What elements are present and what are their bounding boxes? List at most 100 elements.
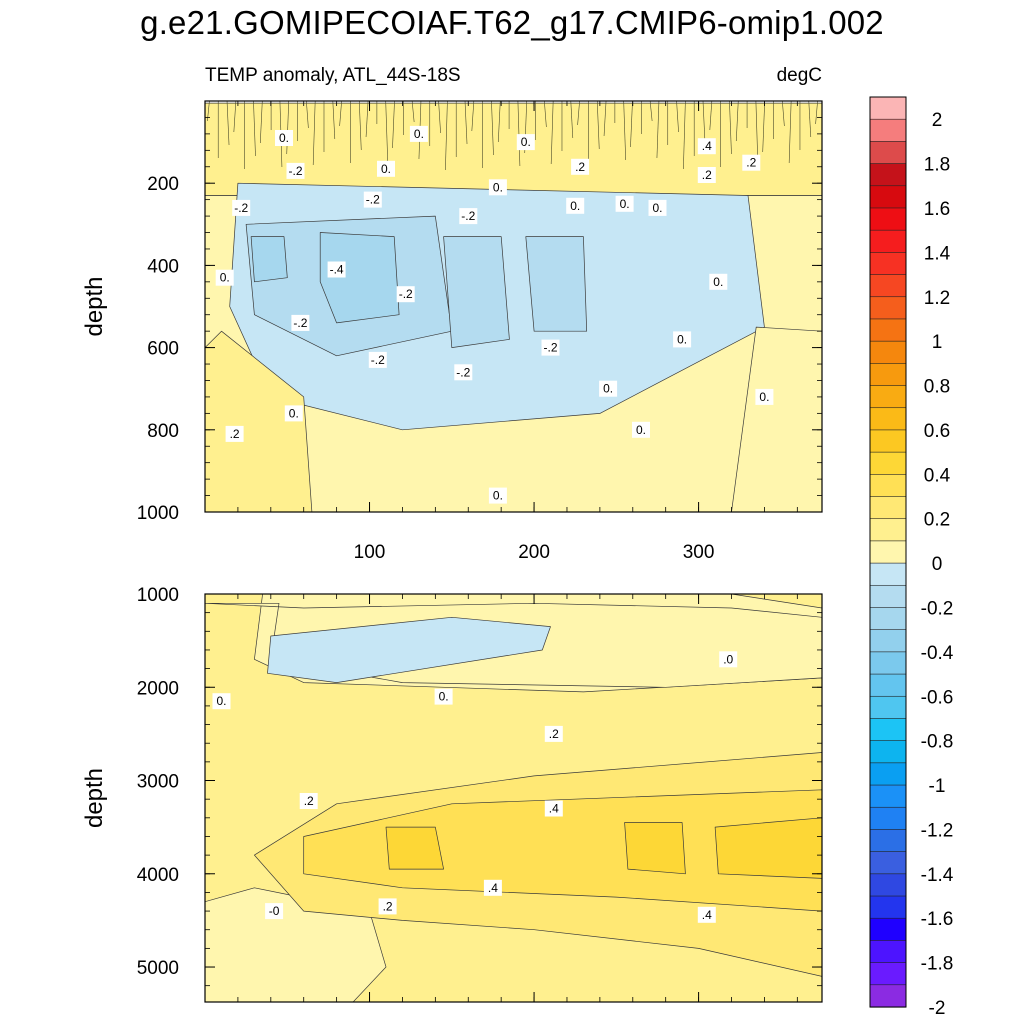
surface-contour — [808, 101, 812, 138]
colorbar-swatch — [869, 806, 907, 831]
y-tick-label: 1000 — [137, 503, 179, 524]
colorbar-swatch — [869, 762, 907, 786]
contour-label-box — [215, 269, 234, 286]
contour-label-box — [697, 138, 716, 155]
colorbar-tick-label: 1.2 — [924, 288, 950, 309]
colorbar-swatch — [869, 163, 907, 187]
x-tick-label: 100 — [354, 542, 386, 563]
contour-label-box — [378, 898, 397, 915]
colorbar-tick-label: 1.6 — [924, 199, 950, 220]
contour-region — [731, 326, 822, 512]
contour-label-box — [488, 179, 507, 196]
surface-contour — [491, 101, 494, 156]
contour-label: .2 — [299, 793, 318, 809]
panel-upper: 0. 0. .4 .2 0. -.2 0. .2 .2 0. -.2 -.2 -.2 0. 0. 0. -.4 0… — [81, 100, 823, 563]
surface-contour — [623, 101, 626, 161]
contour-label-text: 0. — [279, 131, 289, 145]
contour-label-box — [755, 388, 774, 405]
variable-label: TEMP anomaly, ATL_44S-18S — [205, 65, 461, 86]
contour-label-box — [541, 339, 560, 356]
surface-contour — [788, 101, 792, 164]
contour-region — [714, 817, 822, 879]
contour-label: .4 — [697, 138, 716, 155]
colorbar-swatch — [869, 407, 907, 431]
contour-label-box — [615, 195, 634, 212]
colorbar-swatch — [869, 673, 907, 697]
colorbar-swatch — [869, 429, 907, 453]
contour-label-box — [697, 167, 716, 183]
colorbar-tick-label: 0.4 — [924, 465, 951, 486]
contour-label-text: 0. — [381, 162, 391, 176]
contour-label: .4 — [483, 879, 502, 896]
contour-label-text: .2 — [575, 160, 585, 174]
contour-label-text: -.2 — [234, 201, 248, 215]
contour-label-box — [709, 273, 728, 290]
colorbar-swatch — [869, 363, 907, 387]
contour-label-text: 0. — [603, 382, 613, 396]
colorbar: 2 1.8 1.6 1.4 1.2 1 0.8 0.6 0.4 0.2 0 -0.2 -0.4 -0.6 -… — [869, 96, 954, 1019]
surface-contour — [445, 101, 448, 171]
surface-contour — [815, 101, 818, 125]
contour-label: 0. — [275, 130, 293, 146]
colorbar-swatch — [869, 607, 907, 631]
contour-label-text: .2 — [702, 168, 712, 182]
colorbar-swatch — [869, 252, 907, 276]
colorbar-swatch — [869, 207, 907, 231]
contour-label-box — [232, 199, 251, 216]
plot-panels: 0. 0. .4 .2 0. -.2 0. .2 .2 0. -.2 -.2 -.2 0. 0. 0. -.4 0… — [81, 100, 823, 1003]
contour-label-text: 0. — [220, 271, 230, 285]
surface-contour — [392, 101, 395, 149]
contour-label-text: -.2 — [461, 209, 475, 223]
surface-contour — [306, 101, 309, 129]
contour-label: 0. — [284, 405, 303, 422]
panel-field — [205, 101, 822, 512]
contour-label-box — [544, 725, 563, 742]
contour-label-text: 0. — [493, 489, 503, 503]
colorbar-swatch — [869, 695, 907, 720]
y-axis-label: depth — [81, 768, 108, 828]
colorbar-tick-label: -1.8 — [921, 954, 954, 975]
colorbar-swatch — [869, 141, 907, 165]
colorbar-swatch — [869, 540, 907, 564]
colorbar-tick-label: 0.2 — [924, 510, 950, 531]
contour-label-text: .2 — [230, 427, 240, 441]
contour-label: 0. — [434, 688, 453, 705]
colorbar-swatch — [869, 562, 907, 586]
surface-contour — [332, 101, 336, 140]
colorbar-swatch — [869, 474, 907, 498]
y-axis-label: depth — [81, 276, 108, 336]
y-tick-label: 2000 — [137, 678, 179, 699]
surface-contour — [312, 101, 316, 166]
surface-contour — [438, 101, 441, 134]
surface-contour — [702, 101, 706, 144]
contour-label-text: .2 — [383, 899, 393, 913]
colorbar-swatch — [869, 984, 907, 1008]
contour-label: 0. — [599, 380, 618, 397]
colorbar-swatch — [869, 740, 907, 764]
colorbar-tick-label: -0.6 — [921, 687, 954, 708]
contour-label-box — [673, 331, 692, 348]
contour-label-box — [363, 191, 382, 208]
contour-label-box — [697, 906, 716, 923]
colorbar-frame — [869, 96, 907, 1008]
colorbar-swatch — [869, 118, 907, 142]
colorbar-tick-label: -0.8 — [921, 732, 954, 753]
colorbar-swatch — [869, 185, 907, 209]
contour-region — [443, 236, 510, 348]
contour-label: 0. — [488, 179, 507, 196]
colorbar-swatch — [869, 962, 907, 986]
contour-label-box — [286, 162, 305, 179]
contour-label-text: 0. — [677, 332, 687, 346]
units-label: degC — [777, 65, 822, 86]
colorbar-tick-label: -1.2 — [921, 820, 954, 841]
colorbar-tick-label: -1 — [929, 776, 946, 797]
colorbar-tick-label: -0.4 — [921, 643, 954, 664]
colorbar-swatch — [869, 629, 907, 653]
contour-label-box — [599, 380, 618, 397]
surface-contour — [649, 101, 653, 122]
contour-label-text: 0. — [439, 690, 449, 704]
y-tick-label: 5000 — [137, 958, 179, 979]
contour-label-box — [225, 425, 244, 442]
contour-label-text: -.2 — [293, 316, 307, 330]
